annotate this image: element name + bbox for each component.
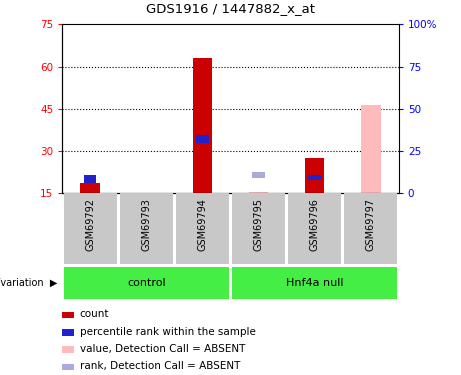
Bar [81, 183, 100, 193]
Bar [62, 312, 74, 318]
Bar [84, 175, 96, 183]
Text: GSM69797: GSM69797 [366, 198, 376, 251]
Text: GSM69792: GSM69792 [85, 198, 95, 251]
Text: Hnf4a null: Hnf4a null [286, 278, 343, 288]
Text: value, Detection Call = ABSENT: value, Detection Call = ABSENT [80, 344, 245, 354]
Bar [176, 193, 229, 264]
Bar [120, 193, 173, 264]
Bar [232, 267, 397, 299]
Bar [308, 175, 321, 180]
Bar [305, 158, 325, 193]
Bar [64, 267, 229, 299]
Text: GDS1916 / 1447882_x_at: GDS1916 / 1447882_x_at [146, 2, 315, 15]
Text: GSM69796: GSM69796 [310, 198, 319, 251]
Bar [62, 363, 74, 370]
Bar [361, 105, 380, 193]
Bar [252, 172, 265, 178]
Bar [62, 329, 74, 336]
Bar [232, 193, 285, 264]
Bar [196, 135, 209, 142]
Text: count: count [80, 309, 109, 319]
Text: genotype/variation  ▶: genotype/variation ▶ [0, 278, 58, 288]
Text: GSM69793: GSM69793 [142, 198, 151, 251]
Text: rank, Detection Call = ABSENT: rank, Detection Call = ABSENT [80, 362, 240, 371]
Bar [62, 346, 74, 353]
Bar [344, 193, 397, 264]
Bar [64, 193, 117, 264]
Text: GSM69795: GSM69795 [254, 198, 264, 251]
Text: control: control [127, 278, 165, 288]
Bar [193, 58, 212, 193]
Text: GSM69794: GSM69794 [197, 198, 207, 251]
Text: percentile rank within the sample: percentile rank within the sample [80, 327, 255, 337]
Bar [288, 193, 341, 264]
Bar [249, 192, 268, 193]
